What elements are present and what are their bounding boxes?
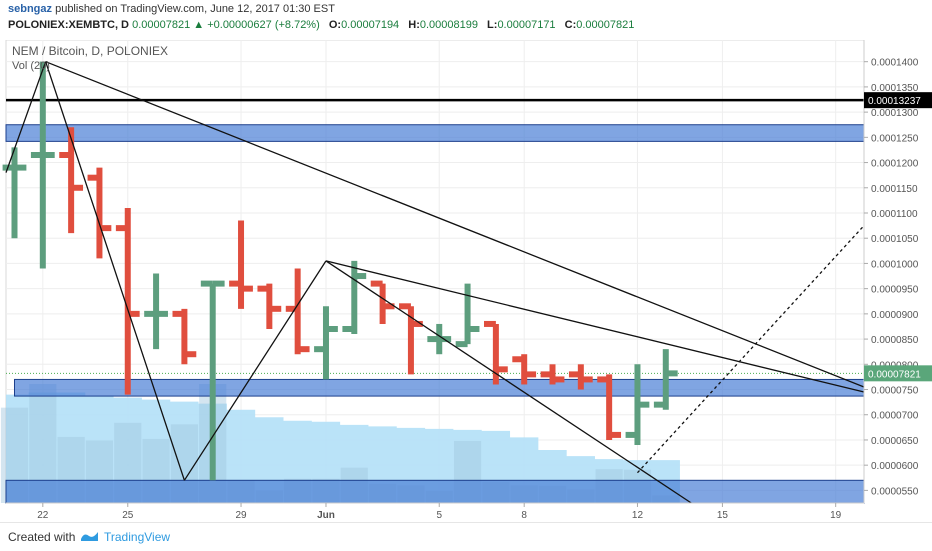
ohlc-bar — [512, 354, 537, 385]
price-tick-label: 0.0001050 — [871, 234, 919, 245]
time-tick-label: 22 — [37, 510, 49, 521]
price-tick-label: 0.0001100 — [871, 209, 918, 220]
ohlc-bar — [59, 127, 84, 234]
ohlc-bar — [144, 273, 168, 350]
time-tick-label: 19 — [830, 510, 842, 521]
publish-line: sebngaz published on TradingView.com, Ju… — [8, 3, 335, 15]
time-tick-label: 29 — [235, 510, 247, 521]
ohlc-bar — [597, 374, 622, 440]
ohlc-bar — [427, 323, 452, 355]
price-tick-label: 0.0000700 — [871, 411, 919, 422]
price-axis — [864, 40, 932, 503]
price-tick-label: 0.0000900 — [871, 310, 919, 321]
trend-line — [45, 61, 865, 388]
chart-header: sebngaz published on TradingView.com, Ju… — [0, 0, 932, 42]
price-tick-label: 0.0001150 — [871, 184, 918, 195]
published-text: published on TradingView.com, June 12, 2… — [55, 3, 335, 15]
created-with-text: Created with — [8, 530, 76, 544]
price-tick-label: 0.0001300 — [871, 108, 919, 119]
last-price-value: 0.00007821 — [132, 19, 191, 31]
tradingview-brand-link[interactable]: TradingView — [104, 530, 171, 544]
time-tick-label: 25 — [122, 510, 134, 521]
volume-label: Vol (20) — [12, 60, 50, 72]
price-tick-label: 0.0001000 — [871, 259, 919, 270]
price-tick-label: 0.0000850 — [871, 335, 919, 346]
ohlc-bar — [172, 308, 197, 365]
time-tick-label: 15 — [717, 510, 729, 521]
price-tick-label: 0.0001400 — [871, 58, 919, 69]
ohlc-bar — [342, 260, 367, 335]
ohlc-bar — [257, 283, 282, 329]
ohlc-bar — [229, 220, 253, 309]
volume-area — [0, 392, 680, 503]
ohlc-bar — [625, 364, 650, 445]
trend-line — [5, 61, 47, 173]
ohlc-bar — [314, 306, 338, 380]
trend-line — [45, 61, 186, 481]
low-label: L: — [487, 19, 498, 31]
support-zone — [5, 124, 865, 142]
close-label: C: — [564, 19, 577, 31]
high-value: 0.00008199 — [419, 19, 478, 31]
time-tick-label: 12 — [632, 510, 644, 521]
price-tick-label: 0.0000950 — [871, 285, 919, 296]
ohlc-bar — [370, 280, 395, 324]
trend-line — [325, 260, 692, 504]
high-label: H: — [408, 19, 420, 31]
close-value: 0.00007821 — [576, 19, 635, 31]
ohlc-bar — [455, 283, 480, 348]
ohlc-bar — [653, 349, 678, 410]
ohlc-bar — [2, 147, 27, 239]
ohlc-bar — [540, 364, 565, 385]
price-tick-label: 0.0001250 — [871, 133, 919, 144]
author-link[interactable]: sebngaz — [8, 3, 53, 15]
time-tick-label: 5 — [436, 510, 442, 521]
time-tick-label: 8 — [521, 510, 527, 521]
open-label: O: — [328, 19, 342, 31]
price-tick-label: 0.0000750 — [871, 386, 919, 397]
open-value: 0.00007194 — [341, 19, 400, 31]
price-tick-label: 0.0001350 — [871, 83, 919, 94]
price-chart[interactable]: NEM / Bitcoin, D, POLONIEX Vol (20) 0.0001… — [0, 40, 932, 522]
ohlc-bar — [30, 61, 55, 269]
ohlc-bar — [568, 364, 593, 390]
support-zone — [5, 479, 865, 504]
ohlc-legend: POLONIEX:XEMBTC, D 0.00007821 ▲ +0.00000… — [8, 19, 634, 31]
footer: Created with TradingView — [0, 522, 932, 551]
time-tick-label: Jun — [317, 510, 335, 521]
symbol-label: POLONIEX:XEMBTC, D — [8, 19, 130, 31]
chart-title: NEM / Bitcoin, D, POLONIEX — [12, 44, 168, 58]
price-tick-label: 0.0001200 — [871, 159, 919, 170]
low-value: 0.00007171 — [497, 19, 556, 31]
resistance-price-badge — [864, 92, 932, 109]
trend-line — [325, 260, 865, 393]
last-price-label: 0.00007821 — [868, 369, 921, 380]
tradingview-logo-icon — [81, 532, 98, 541]
dashed-projection-line — [636, 225, 865, 474]
price-tick-label: 0.0000650 — [871, 436, 919, 447]
price-tick-label: 0.0000550 — [871, 486, 919, 497]
resistance-price-label: 0.00013237 — [868, 96, 921, 107]
trend-line — [183, 260, 327, 481]
change-arrow-icon: ▲ — [193, 19, 205, 31]
support-zone — [13, 378, 865, 397]
ohlc-bar — [483, 320, 508, 385]
last-price-badge — [864, 365, 932, 382]
ohlc-bar — [200, 280, 225, 481]
price-tick-label: 0.0000600 — [871, 461, 919, 472]
change-value: +0.00000627 (+8.72%) — [207, 19, 320, 31]
